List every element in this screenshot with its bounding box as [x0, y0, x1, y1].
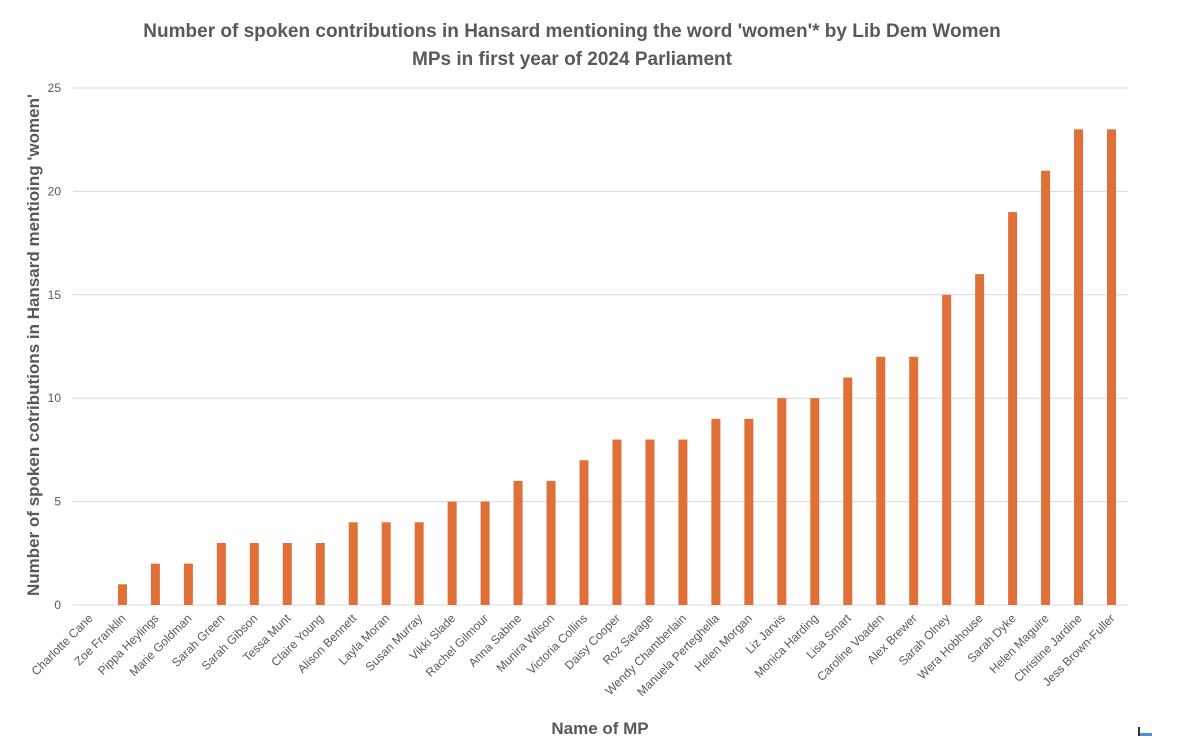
bar — [447, 501, 457, 605]
bar — [711, 418, 721, 605]
bar — [1041, 170, 1051, 605]
y-tick-label: 20 — [48, 184, 62, 198]
bar — [315, 542, 325, 605]
bar — [579, 460, 589, 605]
bar — [645, 439, 655, 605]
bar — [249, 542, 259, 605]
bar — [183, 563, 193, 605]
bar — [414, 522, 424, 605]
bar — [843, 377, 853, 605]
y-tick-label: 5 — [54, 495, 61, 509]
bar — [942, 294, 952, 605]
bar — [117, 584, 127, 605]
bar — [909, 356, 919, 605]
y-tick-label: 10 — [48, 391, 62, 405]
bar — [381, 522, 391, 605]
chart-title-line-2: MPs in first year of 2024 Parliament — [412, 49, 733, 70]
y-tick-label: 0 — [54, 598, 61, 612]
corner-marker — [1140, 733, 1152, 736]
y-tick-label: 25 — [48, 81, 62, 95]
corner-marker-stem — [1138, 727, 1140, 736]
bar — [1074, 129, 1084, 606]
x-axis-title: Name of MP — [551, 719, 648, 738]
bar — [678, 439, 688, 605]
bar — [876, 356, 886, 605]
bar — [216, 542, 226, 605]
chart-title-line-1: Number of spoken contributions in Hansar… — [143, 21, 1000, 42]
bar — [546, 480, 556, 605]
y-tick-label: 15 — [48, 288, 62, 302]
y-axis-title: Number of spoken cotributions in Hansard… — [24, 94, 43, 596]
bar — [1008, 212, 1018, 605]
bar — [975, 274, 985, 605]
bar — [744, 418, 754, 605]
bar — [1107, 129, 1117, 606]
chart-title: Number of spoken contributions in Hansar… — [143, 21, 1000, 70]
bar — [612, 439, 622, 605]
bars — [117, 129, 1117, 606]
y-axis-ticks: 0 5 10 15 20 25 — [48, 81, 62, 612]
bar — [777, 398, 787, 605]
bar — [513, 480, 523, 605]
bar — [480, 501, 490, 605]
gridlines — [73, 87, 1128, 606]
bar — [150, 563, 160, 605]
bar — [282, 542, 292, 605]
bar — [810, 398, 820, 605]
bar — [348, 522, 358, 605]
